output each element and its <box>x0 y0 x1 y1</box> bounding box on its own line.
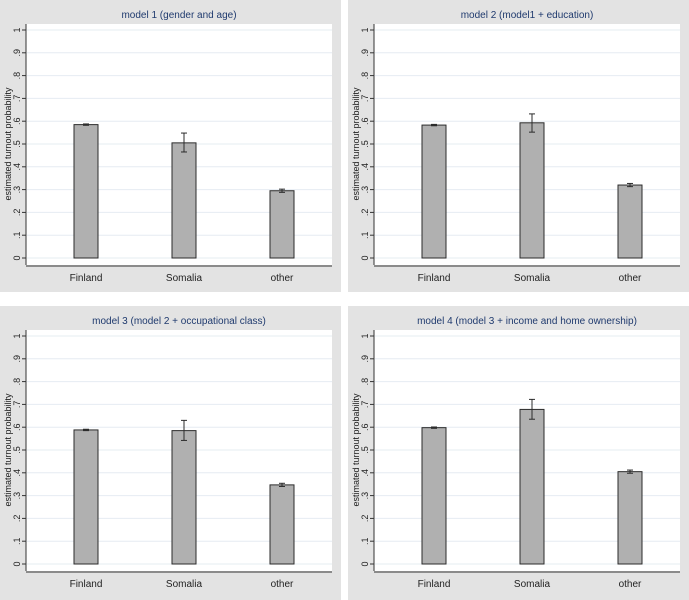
x-tick-label-finland: Finland <box>418 579 451 590</box>
y-tick-label: .4 <box>360 469 370 477</box>
y-tick-label: .7 <box>12 401 22 409</box>
x-tick-label-other: other <box>271 273 294 284</box>
x-tick-label-other: other <box>619 273 642 284</box>
chart-panel-3: model 3 (model 2 + occupational class) 0.… <box>0 306 341 600</box>
chart-panel-1: model 1 (gender and age) 0 .1 .2 .3 .4 .5 .6 .7.… <box>0 0 341 292</box>
y-tick-label: 0 <box>12 561 22 566</box>
chart-panel-2: model 2 (model1 + education) 0 .1 .2 .3 .4 .5.… <box>348 0 689 292</box>
y-tick-label: 1 <box>360 27 370 32</box>
y-tick-label: .9 <box>360 49 370 57</box>
y-tick-label: .2 <box>12 515 22 523</box>
y-tick-label: .3 <box>12 492 22 500</box>
chart-title: model 1 (gender and age) <box>121 10 236 21</box>
y-tick-label: .4 <box>12 469 22 477</box>
bar-somalia <box>171 430 197 565</box>
x-tick-label-other: other <box>619 579 642 590</box>
bar-somalia <box>519 122 545 259</box>
y-tick-label: .5 <box>12 446 22 454</box>
y-tick-label: .7 <box>360 95 370 103</box>
y-tick-label: .1 <box>12 231 22 239</box>
chart-title: model 3 (model 2 + occupational class) <box>92 316 266 327</box>
bar-other <box>269 190 295 259</box>
y-tick-label: .8 <box>360 378 370 386</box>
y-tick-label: .5 <box>12 140 22 148</box>
y-tick-label: 0 <box>360 255 370 260</box>
x-tick-label-somalia: Somalia <box>166 273 203 284</box>
y-tick-label: .3 <box>12 186 22 194</box>
y-tick-label: .5 <box>360 140 370 148</box>
x-tick-label-finland: Finland <box>418 273 451 284</box>
bar-finland <box>421 124 447 259</box>
y-tick-label: .1 <box>12 537 22 545</box>
y-tick-label: .6 <box>12 423 22 431</box>
y-axis-label: estimated turnout probability <box>351 393 361 507</box>
y-tick-label: 1 <box>360 333 370 338</box>
bar-finland <box>73 124 99 259</box>
y-axis-label: estimated turnout probability <box>3 87 13 201</box>
y-tick-label: .5 <box>360 446 370 454</box>
bar-other <box>617 471 643 565</box>
x-tick-label-somalia: Somalia <box>514 579 551 590</box>
y-tick-label: .2 <box>360 209 370 217</box>
x-tick-label-finland: Finland <box>70 273 103 284</box>
y-tick-label: .6 <box>360 423 370 431</box>
bar-somalia <box>171 142 197 259</box>
y-tick-label: 1 <box>12 333 22 338</box>
y-tick-label: .9 <box>12 49 22 57</box>
y-tick-label: 0 <box>360 561 370 566</box>
y-tick-label: .3 <box>360 186 370 194</box>
bar-other <box>617 184 643 259</box>
chart-title: model 4 (model 3 + income and home owner… <box>417 316 637 327</box>
bar-finland <box>421 427 447 565</box>
y-tick-label: 0 <box>12 255 22 260</box>
y-tick-label: .4 <box>360 163 370 171</box>
y-tick-label: .7 <box>360 401 370 409</box>
y-tick-label: 1 <box>12 27 22 32</box>
y-tick-label: .2 <box>360 515 370 523</box>
x-tick-label-somalia: Somalia <box>166 579 203 590</box>
y-tick-label: .8 <box>12 72 22 80</box>
y-tick-label: .1 <box>360 231 370 239</box>
y-tick-label: .3 <box>360 492 370 500</box>
y-tick-label: .7 <box>12 95 22 103</box>
bar-finland <box>73 429 99 565</box>
y-tick-label: .8 <box>360 72 370 80</box>
x-tick-label-other: other <box>271 579 294 590</box>
bar-somalia <box>519 408 545 565</box>
y-tick-label: .4 <box>12 163 22 171</box>
y-tick-label: .9 <box>360 355 370 363</box>
chart-panel-4: model 4 (model 3 + income and home owner… <box>348 306 689 600</box>
y-tick-label: .1 <box>360 537 370 545</box>
y-tick-label: .9 <box>12 355 22 363</box>
y-axis-label: estimated turnout probability <box>351 87 361 201</box>
y-tick-label: .6 <box>12 117 22 125</box>
bar-other <box>269 484 295 565</box>
y-tick-label: .8 <box>12 378 22 386</box>
chart-title: model 2 (model1 + education) <box>461 10 594 21</box>
y-axis-label: estimated turnout probability <box>3 393 13 507</box>
y-tick-label: .2 <box>12 209 22 217</box>
x-tick-label-somalia: Somalia <box>514 273 551 284</box>
x-tick-label-finland: Finland <box>70 579 103 590</box>
y-tick-label: .6 <box>360 117 370 125</box>
